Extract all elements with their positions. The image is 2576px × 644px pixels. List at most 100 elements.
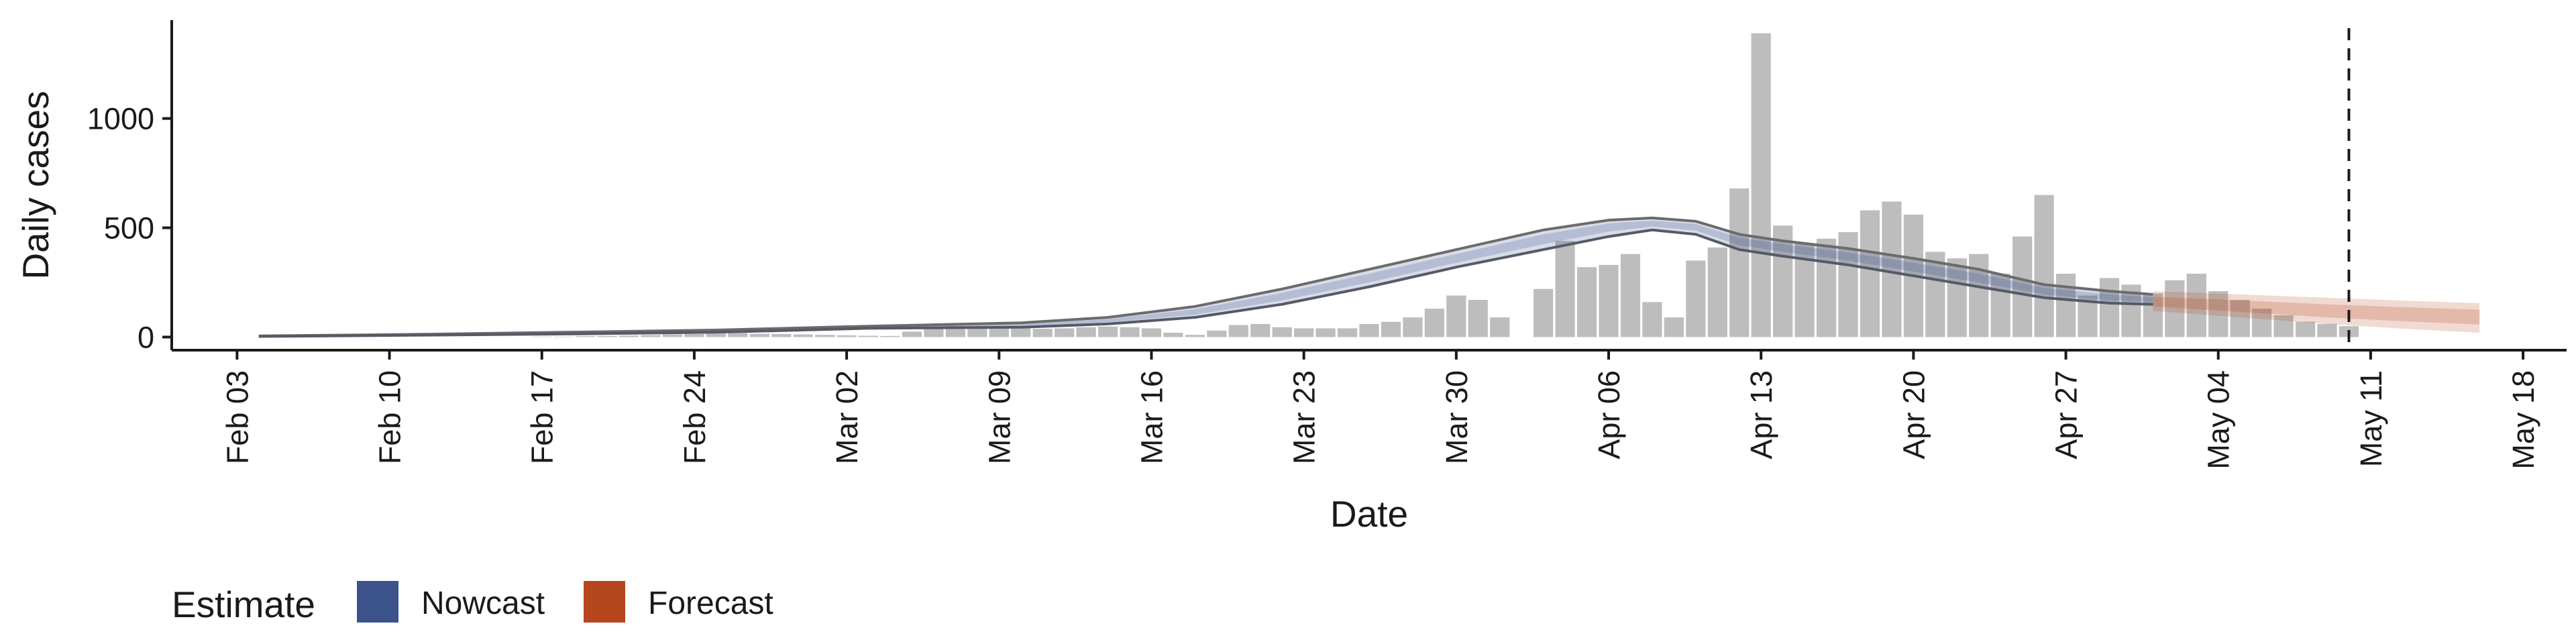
x-tick-label: Mar 02 bbox=[830, 370, 864, 464]
bar bbox=[1381, 321, 1401, 337]
y-axis-ticks: 0 500 1000 bbox=[87, 102, 172, 354]
bar bbox=[858, 335, 879, 337]
legend-swatch-nowcast bbox=[357, 581, 398, 623]
bar bbox=[641, 335, 661, 337]
bar bbox=[1141, 328, 1162, 337]
bar bbox=[1576, 267, 1597, 337]
nowcast-upper-line bbox=[258, 216, 2153, 337]
bar bbox=[749, 333, 769, 337]
bar bbox=[1163, 332, 1183, 337]
x-tick-label: Apr 20 bbox=[1896, 370, 1931, 460]
bar bbox=[2230, 300, 2250, 337]
bar bbox=[1403, 317, 1423, 337]
x-tick-label: Feb 17 bbox=[525, 370, 559, 464]
x-tick-label: May 18 bbox=[2506, 370, 2540, 470]
bar bbox=[1097, 326, 1118, 337]
x-tick-label: Mar 16 bbox=[1135, 370, 1169, 464]
bar bbox=[1816, 238, 1837, 337]
x-tick-label: May 04 bbox=[2202, 370, 2236, 470]
bar bbox=[1620, 254, 1641, 337]
bar bbox=[1707, 247, 1727, 337]
bar bbox=[1773, 225, 1793, 337]
x-tick-label: Apr 06 bbox=[1592, 370, 1626, 460]
bar bbox=[2034, 195, 2054, 337]
bar bbox=[1990, 273, 2010, 337]
bar bbox=[1490, 317, 1510, 337]
bar bbox=[2165, 280, 2185, 337]
lines-layer bbox=[258, 216, 2153, 338]
bar bbox=[1250, 323, 1271, 337]
bar bbox=[1032, 329, 1053, 337]
bar bbox=[1185, 335, 1205, 337]
x-tick-label: Feb 24 bbox=[678, 370, 712, 464]
bar bbox=[1316, 328, 1336, 337]
bar bbox=[1055, 328, 1075, 337]
bar bbox=[662, 334, 683, 337]
bar bbox=[2012, 236, 2033, 337]
bar bbox=[2143, 293, 2163, 337]
x-tick-label: Mar 09 bbox=[982, 370, 1016, 464]
bar bbox=[902, 331, 922, 337]
bar bbox=[619, 335, 639, 337]
x-axis-title: Date bbox=[1330, 493, 1408, 535]
nowcast-lower-line bbox=[258, 228, 2153, 338]
bar bbox=[1882, 201, 1902, 337]
x-tick-label: Feb 03 bbox=[220, 370, 254, 464]
ribbons-layer bbox=[258, 217, 2480, 337]
bar bbox=[1686, 260, 1706, 337]
bar bbox=[1860, 210, 1880, 337]
bar bbox=[1729, 188, 1750, 337]
bars-layer bbox=[532, 33, 2359, 337]
bar bbox=[1642, 302, 1662, 337]
x-axis-ticks: Feb 03 Feb 10 Feb 17 Feb 24 Mar 02 Mar 09 Mar … bbox=[220, 350, 2540, 470]
bar bbox=[1076, 327, 1096, 337]
bar bbox=[1359, 323, 1379, 337]
y-tick-label: 0 bbox=[138, 320, 154, 354]
bar bbox=[728, 333, 748, 337]
bar bbox=[1120, 327, 1140, 337]
legend-label-nowcast: Nowcast bbox=[421, 586, 545, 621]
bar bbox=[1534, 288, 1554, 337]
bar bbox=[1751, 33, 1771, 337]
bar bbox=[880, 335, 900, 337]
bar bbox=[1664, 317, 1684, 337]
bar bbox=[2099, 278, 2120, 337]
bar bbox=[815, 335, 835, 337]
bar bbox=[1947, 258, 1967, 337]
bar bbox=[1272, 327, 1292, 337]
x-tick-label: Mar 23 bbox=[1287, 370, 1322, 464]
bar bbox=[1011, 328, 1031, 337]
bar bbox=[2208, 291, 2229, 337]
y-tick-label: 1000 bbox=[87, 102, 154, 136]
nowcast-outer-band bbox=[258, 217, 2153, 337]
bar bbox=[924, 328, 944, 337]
bar bbox=[1925, 252, 1945, 337]
forecast-outer-band bbox=[2153, 291, 2480, 333]
y-tick-label: 500 bbox=[104, 211, 154, 246]
x-tick-label: Apr 27 bbox=[2049, 370, 2084, 460]
bar bbox=[2273, 315, 2294, 337]
bar bbox=[597, 335, 617, 337]
bar bbox=[1207, 330, 1227, 337]
x-tick-label: Mar 30 bbox=[1440, 370, 1474, 464]
bar bbox=[1446, 295, 1466, 337]
legend-title: Estimate bbox=[172, 584, 315, 625]
bar bbox=[1468, 300, 1488, 337]
bar bbox=[1228, 325, 1248, 337]
x-tick-label: Feb 10 bbox=[373, 370, 407, 464]
bar bbox=[2317, 323, 2337, 337]
legend-label-forecast: Forecast bbox=[648, 586, 773, 621]
bar bbox=[793, 334, 813, 337]
bar bbox=[1599, 264, 1619, 337]
bar bbox=[1969, 254, 1989, 337]
bar bbox=[1555, 241, 1575, 337]
bar bbox=[2055, 273, 2076, 337]
bar bbox=[1424, 309, 1444, 337]
y-axis-title: Daily cases bbox=[15, 91, 56, 279]
x-tick-label: Apr 13 bbox=[1744, 370, 1778, 460]
bar bbox=[1337, 328, 1358, 337]
bar bbox=[1294, 328, 1314, 337]
legend-swatch-forecast bbox=[584, 581, 625, 623]
bar bbox=[2295, 321, 2316, 337]
